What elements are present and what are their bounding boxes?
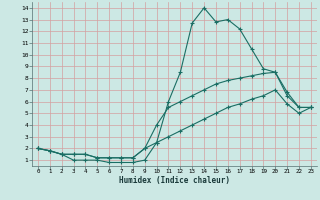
X-axis label: Humidex (Indice chaleur): Humidex (Indice chaleur) [119,176,230,185]
